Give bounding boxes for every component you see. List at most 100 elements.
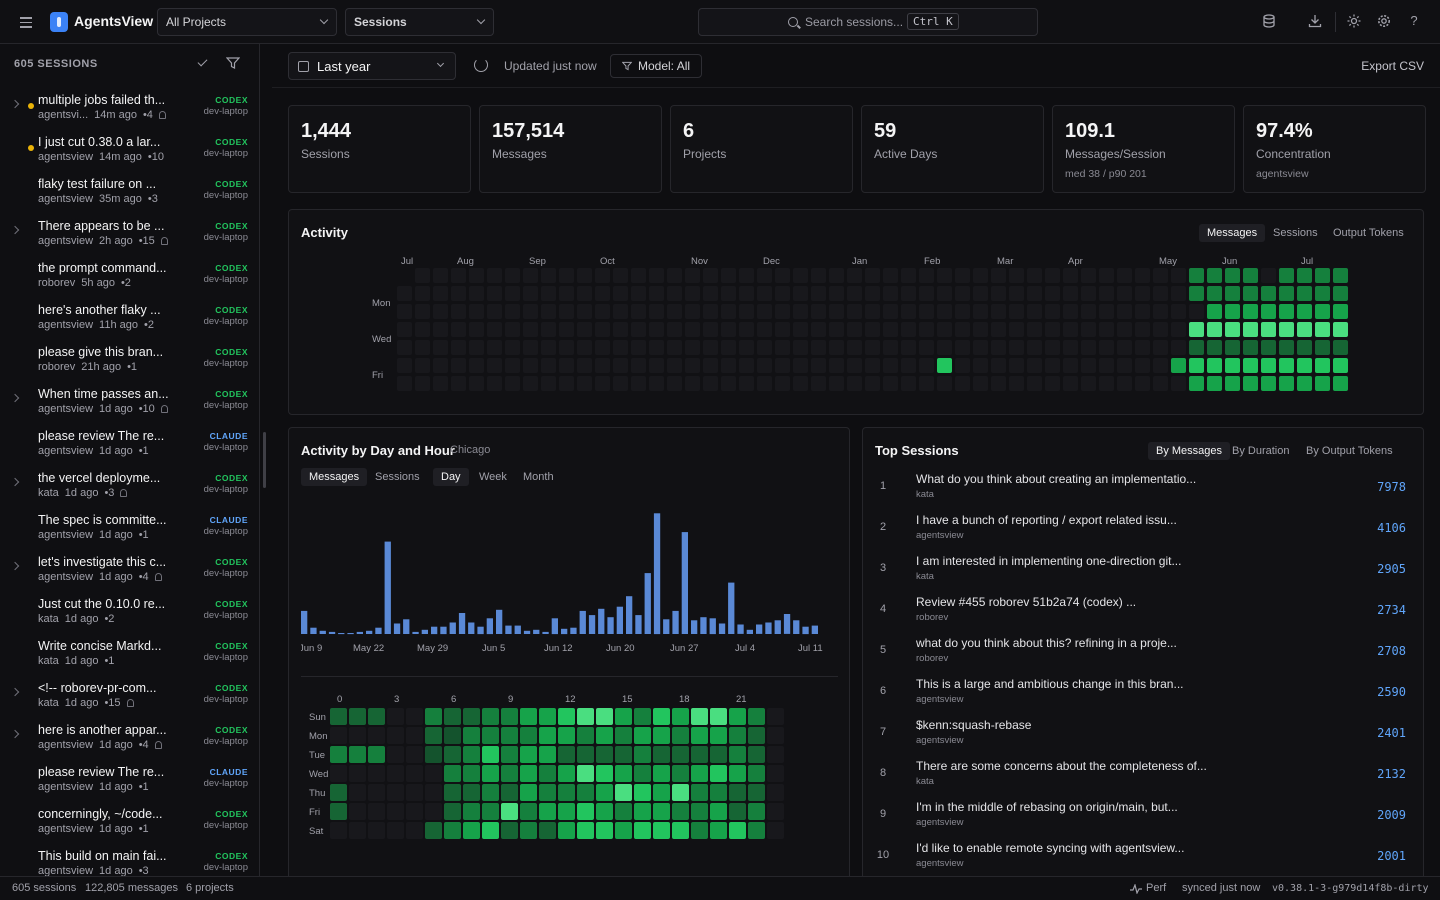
activity-day-cell[interactable] <box>613 322 628 337</box>
tab-output-tokens[interactable]: Output Tokens <box>1333 227 1404 239</box>
session-row[interactable]: flaky test failure on ... agentsview 35m a… <box>0 176 259 218</box>
day-hour-cell[interactable] <box>634 708 651 725</box>
session-row[interactable]: here is another appar... agentsview 1d ago… <box>0 722 259 764</box>
activity-day-cell[interactable] <box>991 286 1006 301</box>
activity-day-cell[interactable] <box>721 340 736 355</box>
day-hour-cell[interactable] <box>577 803 594 820</box>
activity-day-cell[interactable] <box>415 322 430 337</box>
day-hour-cell[interactable] <box>577 784 594 801</box>
day-hour-cell[interactable] <box>710 765 727 782</box>
tab-messages[interactable]: Messages <box>1199 224 1266 242</box>
activity-day-cell[interactable] <box>991 358 1006 373</box>
activity-day-cell[interactable] <box>1333 376 1348 391</box>
activity-day-cell[interactable] <box>1279 376 1294 391</box>
activity-day-cell[interactable] <box>1009 376 1024 391</box>
activity-day-cell[interactable] <box>1045 358 1060 373</box>
activity-day-cell[interactable] <box>469 340 484 355</box>
day-hour-cell[interactable] <box>520 803 537 820</box>
day-hour-cell[interactable] <box>748 708 765 725</box>
day-hour-cell[interactable] <box>520 784 537 801</box>
day-hour-cell[interactable] <box>539 803 556 820</box>
activity-day-cell[interactable] <box>919 268 934 283</box>
activity-day-cell[interactable] <box>955 322 970 337</box>
activity-day-cell[interactable] <box>1243 376 1258 391</box>
activity-day-cell[interactable] <box>1207 358 1222 373</box>
day-hour-cell[interactable] <box>482 803 499 820</box>
activity-day-cell[interactable] <box>955 358 970 373</box>
activity-bar[interactable] <box>793 620 800 634</box>
day-hour-cell[interactable] <box>520 822 537 839</box>
activity-day-cell[interactable] <box>649 268 664 283</box>
activity-day-cell[interactable] <box>775 286 790 301</box>
day-hour-cell[interactable] <box>482 708 499 725</box>
activity-bar[interactable] <box>700 617 707 634</box>
activity-day-cell[interactable] <box>613 268 628 283</box>
activity-bar[interactable] <box>449 622 456 635</box>
day-hour-cell[interactable] <box>349 822 366 839</box>
activity-day-cell[interactable] <box>991 376 1006 391</box>
activity-day-cell[interactable] <box>883 376 898 391</box>
activity-bar[interactable] <box>477 626 484 635</box>
day-hour-cell[interactable] <box>520 746 537 763</box>
activity-day-cell[interactable] <box>631 304 646 319</box>
activity-day-cell[interactable] <box>1225 322 1240 337</box>
top-session-row[interactable]: 6 This is a large and ambitious change in… <box>863 673 1423 714</box>
day-hour-cell[interactable] <box>748 727 765 744</box>
activity-day-cell[interactable] <box>811 340 826 355</box>
theme-sun-icon[interactable] <box>1344 11 1364 31</box>
activity-day-cell[interactable] <box>919 358 934 373</box>
activity-day-cell[interactable] <box>721 286 736 301</box>
day-hour-cell[interactable] <box>558 727 575 744</box>
help-icon[interactable]: ? <box>1410 13 1418 28</box>
day-hour-cell[interactable] <box>615 822 632 839</box>
activity-bar[interactable] <box>468 622 475 635</box>
activity-day-cell[interactable] <box>865 304 880 319</box>
activity-day-cell[interactable] <box>829 304 844 319</box>
day-hour-cell[interactable] <box>425 708 442 725</box>
activity-day-cell[interactable] <box>901 358 916 373</box>
activity-day-cell[interactable] <box>685 286 700 301</box>
activity-day-cell[interactable] <box>1207 322 1222 337</box>
search-input[interactable]: Search sessions... Ctrl K <box>698 8 1038 36</box>
day-hour-cell[interactable] <box>368 822 385 839</box>
activity-day-cell[interactable] <box>1099 358 1114 373</box>
model-filter-button[interactable]: Model: All <box>610 54 702 78</box>
session-row[interactable]: multiple jobs failed th... agentsvi... 14m… <box>0 92 259 134</box>
activity-bar[interactable] <box>347 633 354 635</box>
activity-bar[interactable] <box>728 582 735 634</box>
activity-day-cell[interactable] <box>1189 286 1204 301</box>
top-session-row[interactable]: 4 Review #455 roborev 51b2a74 (codex) ...… <box>863 591 1423 632</box>
day-hour-cell[interactable] <box>482 765 499 782</box>
activity-day-cell[interactable] <box>991 340 1006 355</box>
activity-bar[interactable] <box>598 608 605 634</box>
day-hour-cell[interactable] <box>482 746 499 763</box>
activity-day-cell[interactable] <box>487 322 502 337</box>
activity-day-cell[interactable] <box>1027 268 1042 283</box>
activity-day-cell[interactable] <box>883 358 898 373</box>
activity-day-cell[interactable] <box>505 304 520 319</box>
activity-day-cell[interactable] <box>1171 268 1186 283</box>
day-hour-cell[interactable] <box>767 727 784 744</box>
activity-day-cell[interactable] <box>793 358 808 373</box>
activity-day-cell[interactable] <box>847 268 862 283</box>
activity-day-cell[interactable] <box>1027 322 1042 337</box>
activity-bar[interactable] <box>737 624 744 634</box>
activity-day-cell[interactable] <box>973 322 988 337</box>
day-hour-cell[interactable] <box>501 803 518 820</box>
activity-day-cell[interactable] <box>1189 376 1204 391</box>
activity-day-cell[interactable] <box>1189 304 1204 319</box>
activity-bar[interactable] <box>570 627 577 634</box>
day-hour-cell[interactable] <box>748 746 765 763</box>
day-hour-cell[interactable] <box>558 803 575 820</box>
activity-day-cell[interactable] <box>919 376 934 391</box>
activity-day-cell[interactable] <box>523 268 538 283</box>
activity-day-cell[interactable] <box>1207 286 1222 301</box>
activity-bar[interactable] <box>384 541 391 634</box>
activity-day-cell[interactable] <box>1297 304 1312 319</box>
activity-day-cell[interactable] <box>1081 268 1096 283</box>
activity-day-cell[interactable] <box>1153 376 1168 391</box>
day-hour-cell[interactable] <box>729 765 746 782</box>
activity-day-cell[interactable] <box>811 304 826 319</box>
day-hour-cell[interactable] <box>577 708 594 725</box>
activity-day-cell[interactable] <box>1045 340 1060 355</box>
